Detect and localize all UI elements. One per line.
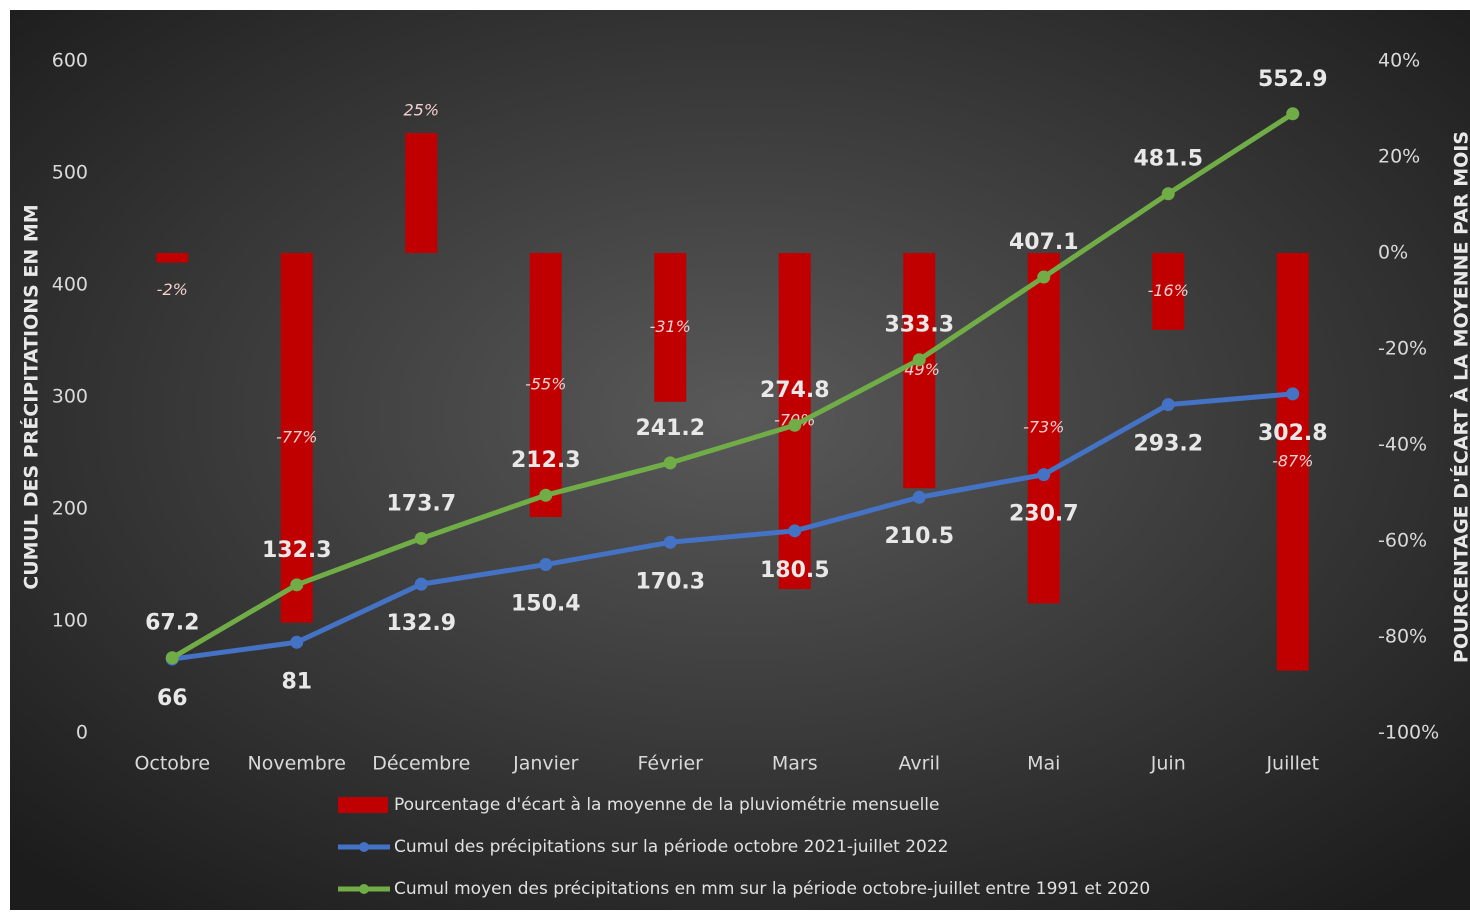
bar-value-label: -73%: [1023, 418, 1064, 437]
line-point: [539, 558, 553, 572]
y2-tick-label: -20%: [1378, 338, 1427, 360]
line-point: [663, 456, 677, 470]
line-point: [1037, 270, 1051, 284]
bar: [1276, 253, 1309, 671]
line: [171, 391, 1293, 662]
y2-tick-label: 20%: [1378, 146, 1420, 168]
x-tick-label: Mai: [1027, 753, 1060, 775]
line-point: [414, 577, 428, 591]
y-tick-label: 100: [52, 610, 88, 632]
legend-label: Cumul des précipitations sur la période …: [394, 837, 949, 857]
bar-value-label: -87%: [1272, 451, 1313, 470]
y2-tick-label: -60%: [1378, 530, 1427, 552]
x-tick-label: Juin: [1150, 753, 1186, 775]
bar-value-label: -31%: [650, 317, 691, 336]
legend-swatch: [359, 884, 369, 894]
y-tick-label: 600: [52, 50, 88, 72]
bar-value-label: -55%: [525, 375, 566, 394]
y-tick-label: 400: [52, 274, 88, 296]
line-point: [912, 490, 926, 504]
y2-axis-title: POURCENTAGE D'ÉCART À LA MOYENNE PAR MOI…: [1450, 131, 1470, 663]
data-label: 67.2: [145, 611, 199, 636]
legend-label: Cumul moyen des précipitations en mm sur…: [394, 879, 1150, 899]
y2-tick-label: -40%: [1378, 434, 1427, 456]
y2-tick-label: 40%: [1378, 50, 1420, 72]
y-tick-label: 200: [52, 498, 88, 520]
bar: [280, 253, 313, 623]
bar: [156, 253, 189, 263]
legend-swatch: [359, 842, 369, 852]
x-tick-label: Octobre: [134, 753, 210, 775]
x-tick-label: Janvier: [512, 753, 579, 775]
data-label: 132.9: [386, 611, 456, 636]
data-label: 407.1: [1009, 230, 1079, 255]
line-point: [788, 418, 802, 432]
data-label: 333.3: [884, 313, 954, 338]
line-point: [1286, 387, 1300, 401]
data-label: 81: [281, 669, 312, 694]
data-label: 274.8: [760, 378, 830, 403]
line-point: [1037, 468, 1051, 482]
data-label: 481.5: [1133, 147, 1203, 172]
data-label: 180.5: [760, 558, 830, 583]
line-point: [290, 578, 304, 592]
line-point: [1286, 107, 1300, 121]
bar-value-label: 25%: [403, 101, 439, 120]
line-point: [788, 524, 802, 538]
bar: [903, 253, 936, 489]
line-point: [290, 635, 304, 649]
line-point: [539, 488, 553, 502]
x-tick-label: Mars: [772, 753, 818, 775]
y2-tick-label: -80%: [1378, 626, 1427, 648]
line-point: [912, 353, 926, 367]
y2-tick-label: -100%: [1378, 722, 1439, 744]
chart-background: [10, 10, 1470, 910]
y-axis-title: CUMUL DES PRÉCIPITATIONS EN MM: [20, 204, 43, 589]
data-label: 132.3: [262, 538, 332, 563]
data-label: 210.5: [884, 524, 954, 549]
x-tick-label: Février: [638, 753, 704, 775]
bar: [529, 253, 562, 517]
data-label: 66: [157, 686, 188, 711]
legend-label: Pourcentage d'écart à la moyenne de la p…: [394, 795, 939, 815]
x-tick-label: Juillet: [1265, 753, 1319, 775]
line-point: [414, 531, 428, 545]
data-label: 293.2: [1133, 432, 1203, 457]
bar: [1152, 253, 1185, 330]
line: [170, 111, 1295, 660]
data-label: 230.7: [1009, 502, 1079, 527]
y-tick-label: 500: [52, 162, 88, 184]
x-tick-label: Décembre: [372, 753, 470, 775]
y-tick-label: 0: [76, 722, 88, 744]
data-label: 302.8: [1258, 421, 1328, 446]
data-label: 170.3: [635, 569, 705, 594]
bar-value-label: -2%: [157, 280, 188, 299]
bar-value-label: -77%: [276, 427, 317, 446]
line-point: [1161, 187, 1175, 201]
x-tick-label: Novembre: [248, 753, 346, 775]
bar: [654, 253, 687, 402]
data-label: 150.4: [511, 592, 581, 617]
y-tick-label: 300: [52, 386, 88, 408]
y2-tick-label: 0%: [1378, 242, 1408, 264]
line-point: [1161, 398, 1175, 412]
line-point: [165, 651, 179, 665]
data-label: 552.9: [1258, 67, 1328, 92]
data-label: 173.7: [386, 491, 456, 516]
data-label: 241.2: [635, 416, 705, 441]
bar: [1027, 253, 1060, 604]
legend-swatch: [338, 797, 388, 813]
bar: [405, 133, 438, 253]
bar-value-label: -16%: [1148, 281, 1189, 300]
line-point: [663, 535, 677, 549]
x-tick-label: Avril: [899, 753, 941, 775]
data-label: 212.3: [511, 448, 581, 473]
